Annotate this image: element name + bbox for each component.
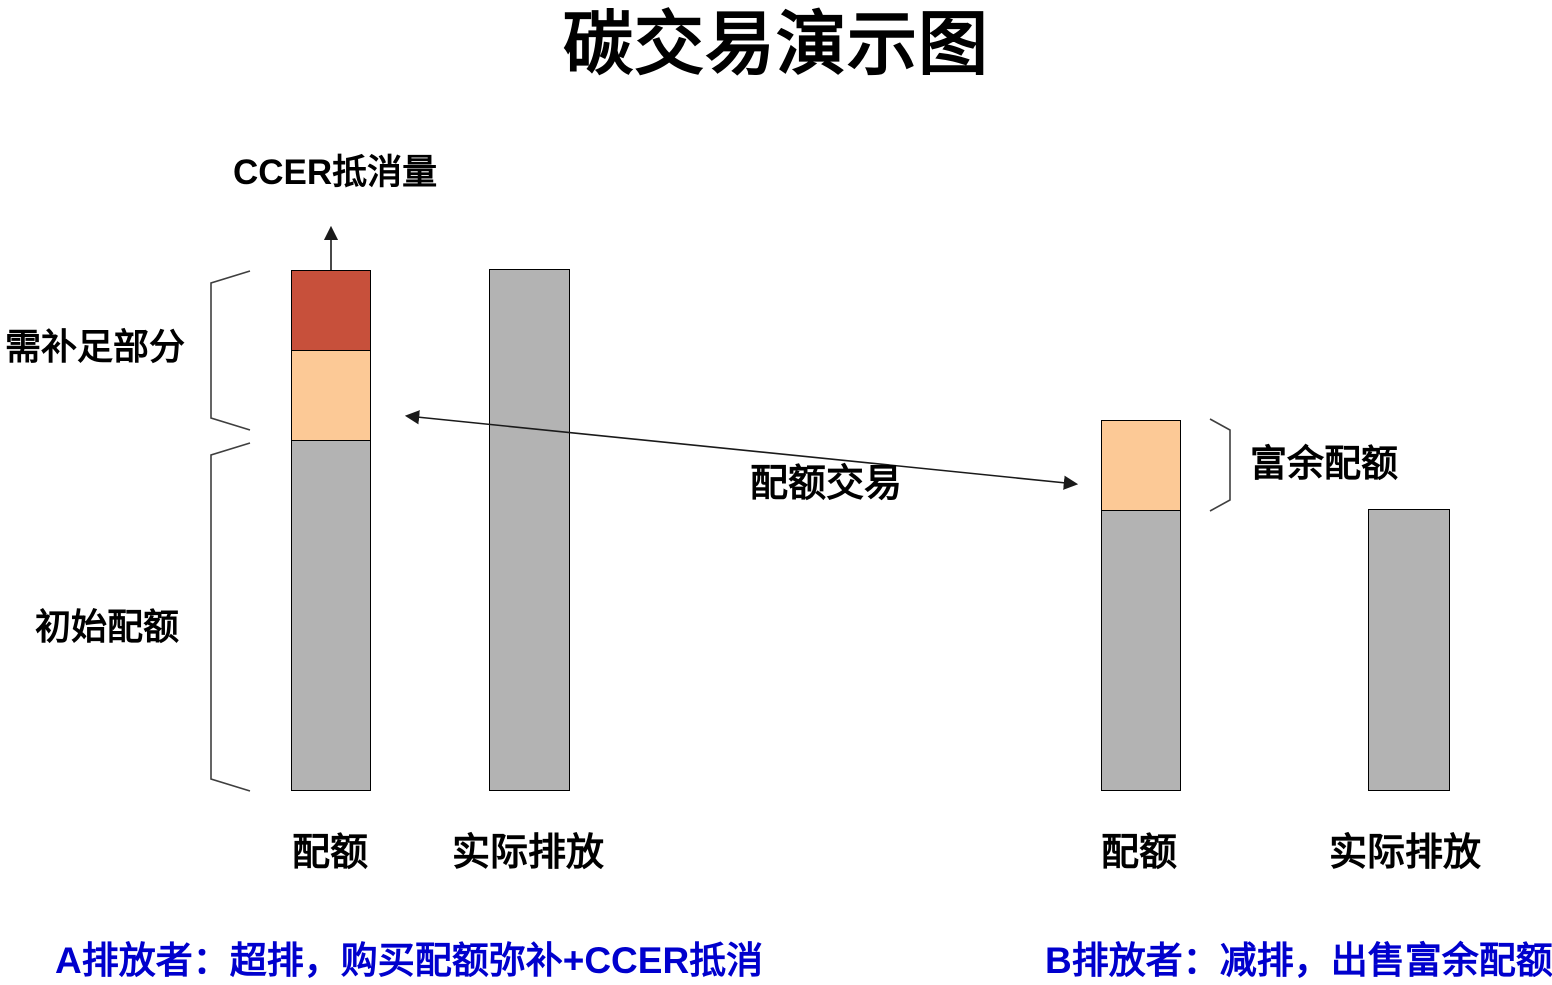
bar-a-quota-initial-segment — [291, 440, 371, 791]
a-quota-axis-label: 配额 — [291, 832, 368, 874]
emitter-a-caption: A排放者：超排，购买配额弥补+CCER抵消 — [55, 940, 764, 981]
shortfall-label: 需补足部分 — [5, 326, 186, 367]
quota-trade-label: 配额交易 — [750, 463, 903, 505]
bar-b-quota-surplus-segment — [1101, 420, 1181, 511]
b-actual-emission-axis-label: 实际排放 — [1328, 832, 1481, 874]
surplus-quota-label: 富余配额 — [1250, 443, 1398, 484]
bar-b-quota-used-segment — [1101, 510, 1181, 791]
shortfall-brace-icon — [210, 270, 251, 431]
initial-quota-label: 初始配额 — [35, 606, 180, 647]
bar-a-actual-emission — [489, 269, 570, 791]
surplus-quota-brace-icon — [1209, 418, 1231, 512]
ccer-offset-label: CCER抵消量 — [233, 153, 438, 192]
bar-b-actual-emission — [1368, 509, 1450, 791]
bar-a-quota-ccer-segment — [291, 270, 371, 351]
initial-quota-brace-icon — [210, 442, 251, 792]
bar-a-quota-purchased-segment — [291, 350, 371, 441]
a-actual-emission-axis-label: 实际排放 — [451, 832, 604, 874]
b-quota-axis-label: 配额 — [1100, 832, 1177, 874]
page-title: 碳交易演示图 — [563, 5, 989, 83]
emitter-b-caption: B排放者：减排，出售富余配额 — [1045, 940, 1552, 981]
